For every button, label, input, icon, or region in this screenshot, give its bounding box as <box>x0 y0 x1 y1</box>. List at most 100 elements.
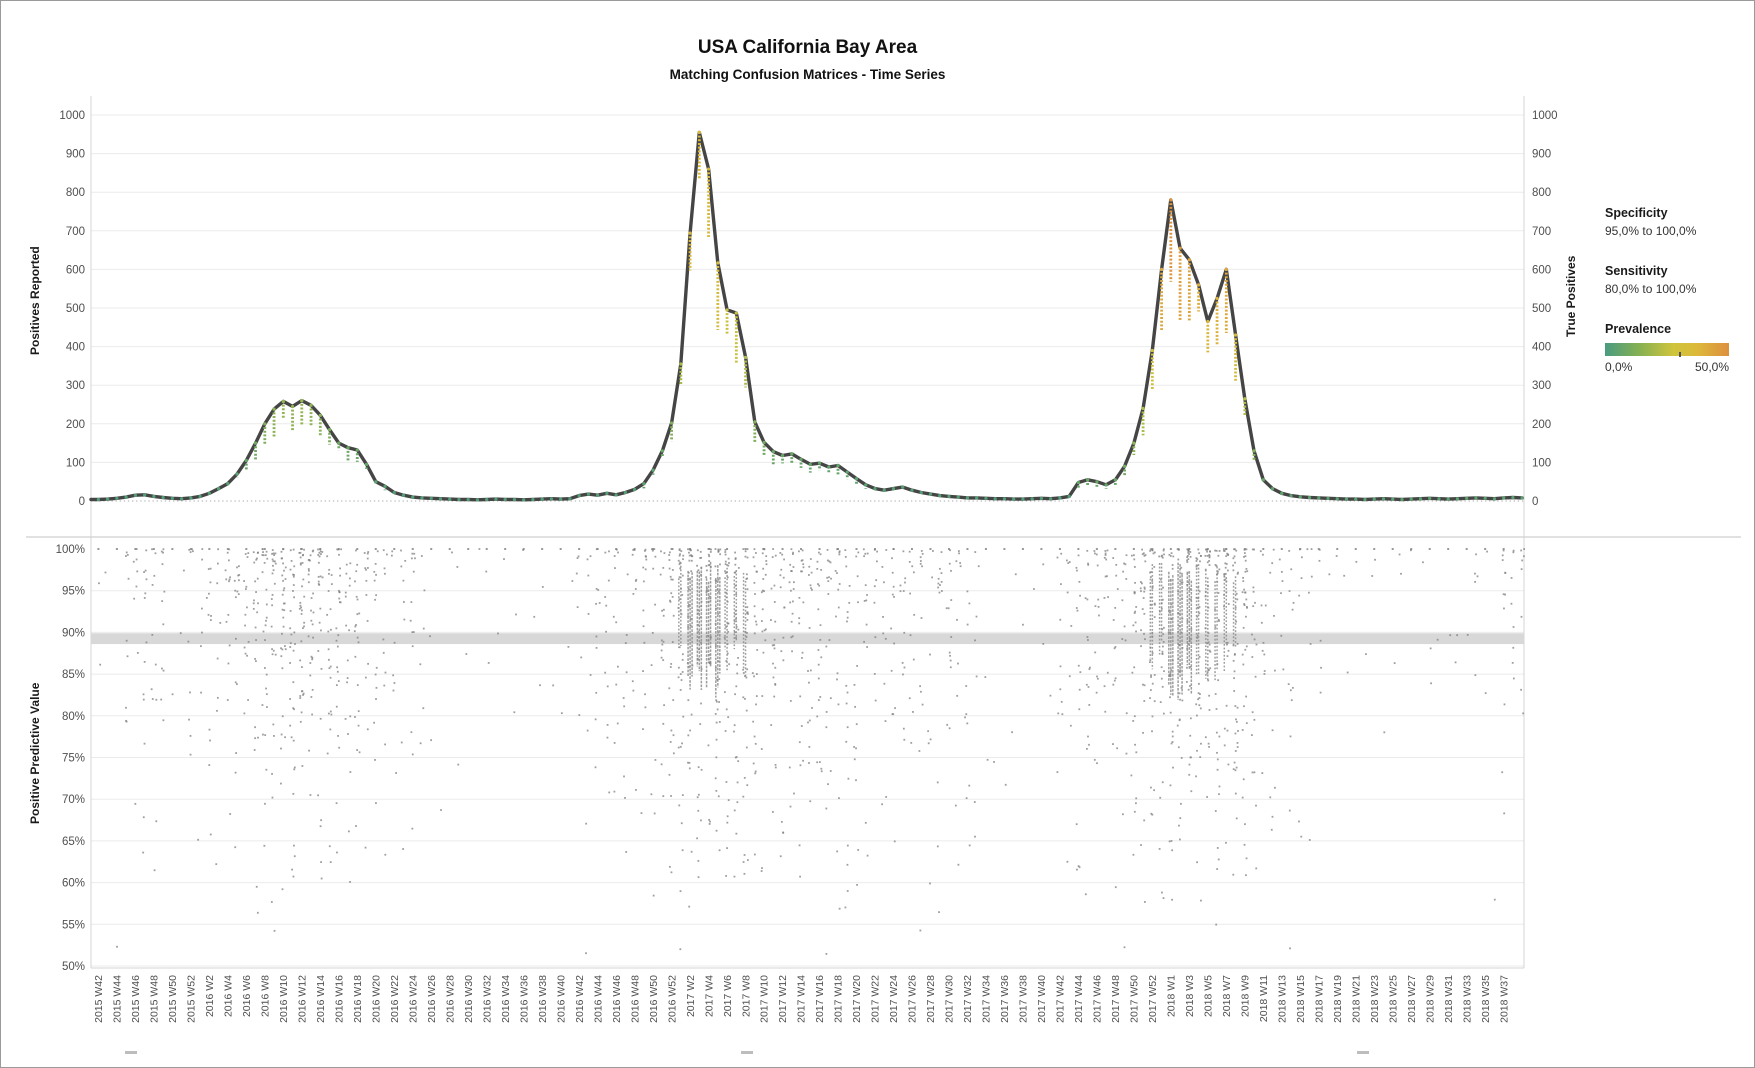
svg-text:2016 W42: 2016 W42 <box>574 975 586 1023</box>
svg-text:2016 W40: 2016 W40 <box>555 975 567 1023</box>
svg-text:200: 200 <box>1532 419 1551 431</box>
svg-text:2018 W5: 2018 W5 <box>1202 975 1214 1017</box>
svg-text:2017 W20: 2017 W20 <box>851 975 863 1023</box>
svg-text:55%: 55% <box>62 919 85 931</box>
svg-text:2016 W44: 2016 W44 <box>592 975 604 1023</box>
svg-text:2015 W42: 2015 W42 <box>93 975 105 1023</box>
svg-text:2016 W18: 2016 W18 <box>352 975 364 1023</box>
svg-text:2017 W28: 2017 W28 <box>925 975 937 1023</box>
bottom-scroll-mark <box>125 1051 137 1054</box>
svg-text:100: 100 <box>1532 457 1551 469</box>
svg-text:2017 W2: 2017 W2 <box>685 975 697 1017</box>
svg-text:2018 W11: 2018 W11 <box>1258 975 1270 1022</box>
svg-text:0: 0 <box>79 496 85 508</box>
svg-text:2016 W28: 2016 W28 <box>444 975 456 1023</box>
svg-text:100: 100 <box>66 457 85 469</box>
svg-text:2017 W12: 2017 W12 <box>777 975 789 1023</box>
svg-text:200: 200 <box>66 419 85 431</box>
svg-text:2018 W35: 2018 W35 <box>1480 975 1492 1023</box>
svg-text:2016 W12: 2016 W12 <box>296 975 308 1023</box>
svg-text:2018 W29: 2018 W29 <box>1424 975 1436 1023</box>
svg-text:900: 900 <box>66 149 85 161</box>
svg-text:100%: 100% <box>56 544 85 556</box>
svg-text:2017 W10: 2017 W10 <box>759 975 771 1023</box>
prevalence-gradient-bar <box>1605 343 1729 357</box>
svg-text:2017 W38: 2017 W38 <box>1018 975 1030 1023</box>
svg-text:1000: 1000 <box>1532 110 1558 122</box>
svg-text:2017 W18: 2017 W18 <box>833 975 845 1023</box>
svg-text:2016 W38: 2016 W38 <box>537 975 549 1023</box>
svg-text:900: 900 <box>1532 149 1551 161</box>
svg-text:70%: 70% <box>62 794 85 806</box>
bottom-scroll-mark <box>741 1051 753 1054</box>
svg-text:2017 W30: 2017 W30 <box>944 975 956 1023</box>
svg-text:2016 W34: 2016 W34 <box>500 975 512 1023</box>
legend-sensitivity-value: 80,0% to 100,0% <box>1605 282 1697 296</box>
svg-text:2018 W37: 2018 W37 <box>1498 975 1510 1023</box>
legend-specificity-label: Specificity <box>1605 206 1668 220</box>
legend-prevalence: Prevalence 0,0% 50,0% <box>1605 322 1750 374</box>
svg-text:800: 800 <box>1532 187 1551 199</box>
svg-text:700: 700 <box>66 226 85 238</box>
svg-text:2016 W50: 2016 W50 <box>648 975 660 1023</box>
svg-text:2017 W26: 2017 W26 <box>907 975 919 1023</box>
svg-text:2017 W8: 2017 W8 <box>740 975 752 1017</box>
svg-text:2017 W32: 2017 W32 <box>962 975 974 1023</box>
svg-text:2018 W13: 2018 W13 <box>1276 975 1288 1023</box>
svg-text:2016 W14: 2016 W14 <box>315 975 327 1023</box>
svg-text:2018 W27: 2018 W27 <box>1406 975 1418 1023</box>
legend-sensitivity-label: Sensitivity <box>1605 264 1668 278</box>
svg-text:2018 W31: 2018 W31 <box>1443 975 1455 1023</box>
svg-text:2018 W17: 2018 W17 <box>1313 975 1325 1023</box>
svg-text:2016 W4: 2016 W4 <box>222 975 234 1017</box>
svg-text:2015 W48: 2015 W48 <box>149 975 161 1023</box>
svg-text:2016 W6: 2016 W6 <box>241 975 253 1017</box>
svg-text:2016 W10: 2016 W10 <box>278 975 290 1023</box>
svg-text:500: 500 <box>66 303 85 315</box>
svg-text:2018 W7: 2018 W7 <box>1221 975 1233 1017</box>
svg-text:700: 700 <box>1532 226 1551 238</box>
svg-text:2017 W50: 2017 W50 <box>1129 975 1141 1023</box>
bottom-scroll-mark <box>1357 1051 1369 1054</box>
svg-text:2018 W21: 2018 W21 <box>1350 975 1362 1023</box>
svg-text:2016 W52: 2016 W52 <box>666 975 678 1023</box>
svg-text:600: 600 <box>1532 264 1551 276</box>
svg-text:800: 800 <box>66 187 85 199</box>
svg-text:2016 W24: 2016 W24 <box>407 975 419 1023</box>
svg-text:2017 W24: 2017 W24 <box>888 975 900 1023</box>
svg-text:2015 W44: 2015 W44 <box>112 975 124 1023</box>
svg-text:2017 W22: 2017 W22 <box>870 975 882 1023</box>
svg-text:2016 W20: 2016 W20 <box>370 975 382 1023</box>
svg-text:2015 W52: 2015 W52 <box>185 975 197 1023</box>
page-title: USA California Bay Area <box>697 37 918 58</box>
svg-text:2017 W34: 2017 W34 <box>981 975 993 1023</box>
svg-text:2016 W48: 2016 W48 <box>629 975 641 1023</box>
svg-text:2017 W6: 2017 W6 <box>722 975 734 1017</box>
svg-text:1000: 1000 <box>59 110 85 122</box>
svg-text:95%: 95% <box>62 586 85 598</box>
svg-text:300: 300 <box>66 380 85 392</box>
svg-text:0: 0 <box>1532 496 1538 508</box>
legend-specificity-value: 95,0% to 100,0% <box>1605 224 1697 238</box>
svg-text:2018 W25: 2018 W25 <box>1387 975 1399 1023</box>
svg-text:85%: 85% <box>62 669 85 681</box>
svg-text:2018 W19: 2018 W19 <box>1332 975 1344 1023</box>
svg-text:2017 W14: 2017 W14 <box>796 975 808 1023</box>
svg-text:2016 W16: 2016 W16 <box>333 975 345 1023</box>
svg-text:2016 W26: 2016 W26 <box>426 975 438 1023</box>
svg-text:600: 600 <box>66 264 85 276</box>
prevalence-max-label: 50,0% <box>1694 360 1729 374</box>
svg-text:2016 W8: 2016 W8 <box>259 975 271 1017</box>
svg-text:2018 W23: 2018 W23 <box>1369 975 1381 1023</box>
svg-text:500: 500 <box>1532 303 1551 315</box>
prevalence-min-label: 0,0% <box>1605 360 1633 374</box>
svg-text:2016 W22: 2016 W22 <box>389 975 401 1023</box>
svg-text:2017 W46: 2017 W46 <box>1092 975 1104 1023</box>
svg-text:2016 W30: 2016 W30 <box>463 975 475 1023</box>
svg-text:2017 W42: 2017 W42 <box>1055 975 1067 1023</box>
svg-text:2018 W15: 2018 W15 <box>1295 975 1307 1023</box>
svg-text:2017 W40: 2017 W40 <box>1036 975 1048 1023</box>
svg-text:2017 W16: 2017 W16 <box>814 975 826 1023</box>
prevalence-gradient-ends: 0,0% 50,0% <box>1605 360 1729 374</box>
